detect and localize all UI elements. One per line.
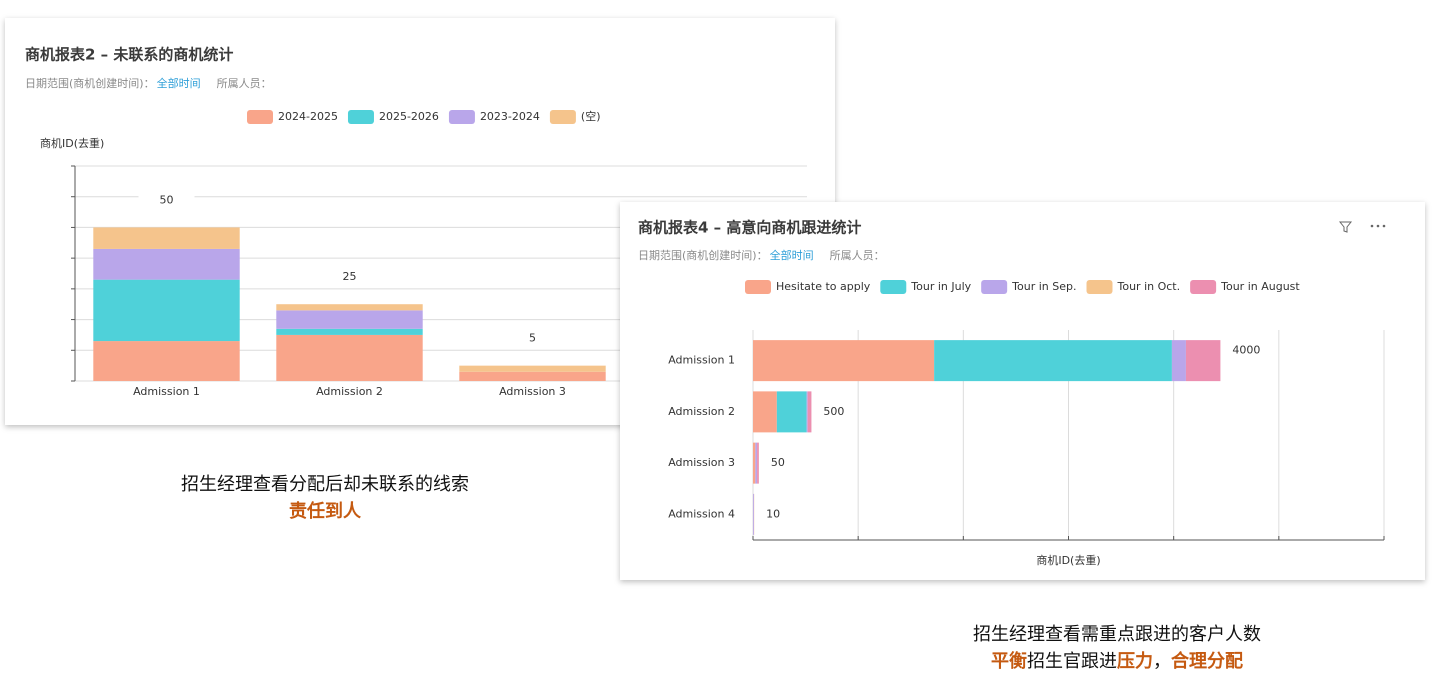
bar-segment (934, 340, 1172, 382)
total-label: 500 (823, 405, 844, 418)
caption-run: ， (1153, 651, 1171, 672)
bar-segment (93, 341, 240, 381)
y-axis-label: 商机ID(去重) (40, 136, 104, 150)
bar-segment (459, 371, 606, 381)
legend-swatch (549, 110, 576, 124)
total-label: 5 (529, 332, 536, 345)
total-label: 25 (343, 270, 357, 283)
caption: 责任到人 (289, 500, 362, 522)
total-label-bg (138, 191, 195, 210)
bar-segment (807, 391, 812, 433)
legend-swatch (347, 110, 374, 124)
caption: 平衡招生官跟进压力，合理分配 (991, 650, 1243, 672)
chart-title: 商机报表4 – 高意向商机跟进统计 (638, 219, 861, 237)
legend-label: 2025-2026 (379, 110, 439, 123)
bar-segment (459, 365, 606, 372)
legend-label: (空) (581, 109, 601, 123)
more-icon[interactable] (1370, 224, 1374, 228)
bar-segment (276, 310, 423, 329)
bar-segment (753, 493, 754, 535)
caption-run: 招生官跟进 (1027, 651, 1117, 672)
y-tick-label: Admission 3 (668, 456, 735, 469)
caption-run: 责任到人 (289, 500, 362, 522)
bar-segment (93, 279, 240, 342)
filter-label: 日期范围(商机创建时间)： (25, 76, 155, 90)
bar-segment (276, 334, 423, 381)
bar-segment (806, 391, 808, 433)
x-label-bg (304, 383, 395, 401)
legend-swatch (1086, 280, 1113, 294)
filter-value[interactable]: 全部时间 (157, 76, 201, 90)
owner-label: 所属人员： (217, 77, 272, 90)
filter-value[interactable]: 全部时间 (770, 248, 814, 262)
legend-label: Tour in Sep. (1011, 280, 1076, 293)
x-axis-label: 商机ID(去重) (1036, 553, 1100, 567)
bar-segment (276, 328, 423, 335)
total-label: 50 (771, 456, 785, 469)
chart-title: 商机报表2 – 未联系的商机统计 (25, 46, 233, 64)
y-tick-label: Admission 4 (668, 507, 735, 520)
bar-segment (755, 442, 758, 484)
legend-label: 2024-2025 (278, 110, 338, 123)
caption-run: 招生经理查看分配后却未联系的线索 (181, 474, 469, 495)
more-icon[interactable] (1382, 224, 1386, 228)
x-tick-label: Admission 3 (499, 385, 566, 398)
bar-segment (753, 340, 935, 382)
legend-swatch (880, 280, 907, 294)
legend-swatch (981, 280, 1008, 294)
y-tick-label: Admission 1 (668, 354, 735, 367)
bar-segment (93, 248, 240, 280)
bar-segment (753, 391, 777, 433)
legend-swatch (745, 280, 771, 294)
owner-label: 所属人员： (830, 249, 885, 262)
legend-swatch (247, 110, 273, 124)
caption-run: 招生经理查看需重点跟进的客户人数 (973, 624, 1261, 645)
filter-label: 日期范围(商机创建时间)： (638, 248, 768, 262)
bar-segment (776, 391, 807, 433)
bar-segment (276, 304, 423, 311)
total-label-bg (321, 268, 378, 287)
legend-label: Tour in July (910, 280, 971, 293)
bar-segment (1185, 340, 1221, 382)
x-label-bg (121, 383, 212, 401)
caption-run: 合理分配 (1171, 650, 1243, 672)
total-label: 4000 (1232, 344, 1260, 357)
caption: 招生经理查看分配后却未联系的线索 (181, 474, 469, 495)
more-icon[interactable] (1376, 224, 1380, 228)
legend-label: Tour in Oct. (1117, 280, 1181, 293)
legend-swatch (448, 110, 475, 124)
bar-segment (757, 442, 759, 484)
bar-segment (753, 442, 756, 484)
bar-segment (1171, 340, 1186, 382)
legend-swatch (1190, 280, 1217, 294)
x-tick-label: Admission 2 (316, 385, 383, 398)
caption-run: 平衡 (991, 650, 1027, 672)
legend-label: Hesitate to apply (776, 280, 871, 293)
total-label: 50 (160, 193, 174, 206)
x-tick-label: Admission 1 (133, 385, 200, 398)
legend-label: 2023-2024 (480, 110, 540, 123)
total-label: 10 (766, 507, 780, 520)
caption: 招生经理查看需重点跟进的客户人数 (973, 624, 1261, 645)
caption-run: 压力 (1117, 651, 1153, 672)
legend-label: Tour in August (1220, 280, 1300, 293)
y-tick-label: Admission 2 (668, 405, 735, 418)
total-label-bg (504, 329, 561, 348)
bar-segment (93, 227, 240, 249)
x-label-bg (487, 383, 578, 401)
filter-icon[interactable] (1338, 221, 1353, 233)
